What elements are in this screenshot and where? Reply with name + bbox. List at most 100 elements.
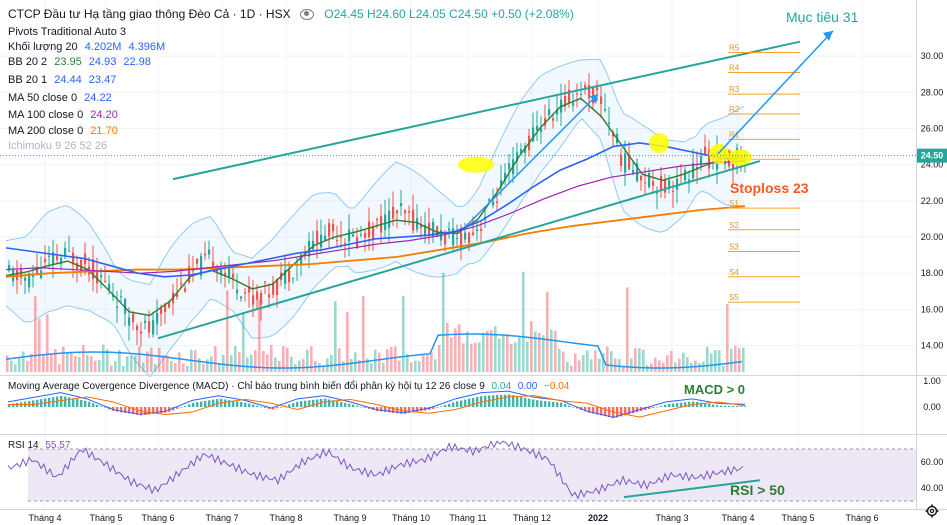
- candle-body: [480, 228, 483, 231]
- volume-label[interactable]: Khối lượng 20: [8, 41, 78, 53]
- macd-histogram-bar: [636, 407, 639, 413]
- macd-value-1: 0.04: [491, 381, 512, 392]
- candle-body: [212, 261, 215, 267]
- macd-histogram-bar: [408, 407, 411, 414]
- macd-histogram-bar: [472, 397, 475, 407]
- volume-bar: [430, 352, 433, 372]
- ma100-label[interactable]: MA 100 close 0: [8, 109, 84, 121]
- macd-histogram-bar: [316, 399, 319, 407]
- channel-lower-line: [157, 160, 761, 340]
- candle-body: [396, 210, 399, 214]
- macd-axis: 0.00 1.00: [923, 376, 941, 412]
- macd-histogram-bar: [308, 400, 311, 407]
- candle-body: [644, 182, 647, 184]
- target-arrows: [465, 30, 834, 227]
- volume-bar: [258, 299, 261, 372]
- volume-bar: [78, 356, 81, 372]
- macd-histogram-bar: [508, 394, 511, 407]
- volume-value-2: 4.396M: [128, 41, 166, 53]
- candle-body: [28, 273, 31, 288]
- macd-tick-label: 1.00: [923, 376, 941, 386]
- macd-histogram-bar: [708, 403, 711, 407]
- volume-bar: [446, 323, 449, 372]
- candle-body: [588, 85, 591, 99]
- bb1-value-1: 24.44: [54, 74, 82, 86]
- candle-body: [676, 178, 679, 190]
- candle-body: [52, 252, 55, 265]
- bb1-label[interactable]: BB 20 1: [8, 74, 48, 86]
- ma50-label[interactable]: MA 50 close 0: [8, 92, 78, 104]
- macd-histogram-bar: [540, 400, 543, 407]
- volume-bar: [554, 330, 557, 372]
- symbol-title[interactable]: CTCP Đầu tư Hạ tầng giao thông Đèo Cả · …: [8, 7, 291, 21]
- candle-body: [80, 259, 83, 272]
- candles: [8, 73, 747, 347]
- macd-value-3: −0.04: [544, 381, 570, 392]
- volume-bar: [414, 360, 417, 372]
- highlight-markers: [458, 132, 752, 173]
- volume-bar: [366, 358, 369, 372]
- candle-body: [640, 175, 643, 181]
- macd-histogram-bar: [556, 402, 559, 407]
- pivots-label[interactable]: Pivots Traditional Auto 3: [8, 26, 127, 38]
- macd-label[interactable]: Moving Average Covergence Divergence (MA…: [8, 381, 485, 392]
- volume-bar: [146, 351, 149, 372]
- settings-gear-icon[interactable]: [925, 504, 939, 518]
- candle-body: [128, 317, 131, 326]
- volume-bar: [526, 341, 529, 372]
- volume-bar: [142, 362, 145, 372]
- volume-bar: [22, 351, 25, 372]
- macd-histogram-bar: [332, 400, 335, 407]
- price-tick-label: 24.00: [921, 160, 944, 170]
- ma200-label[interactable]: MA 200 close 0: [8, 125, 84, 137]
- ma50-value: 24.22: [84, 92, 112, 104]
- volume-bar: [718, 350, 721, 372]
- volume-bar: [102, 344, 105, 372]
- bb2-label[interactable]: BB 20 2: [8, 56, 48, 68]
- volume-bar: [338, 348, 341, 372]
- macd-histogram-bar: [604, 407, 607, 417]
- volume-bar: [278, 360, 281, 372]
- legend-ma200: MA 200 close 0 21.70: [8, 125, 118, 137]
- macd-histogram-bar: [328, 399, 331, 407]
- macd-histogram-bar: [704, 403, 707, 407]
- macd-histogram-bar: [544, 401, 547, 407]
- candle-body: [428, 222, 431, 237]
- ichimoku-label[interactable]: Ichimoku 9 26 52 26: [8, 140, 108, 152]
- bb1-value-2: 23.47: [88, 74, 117, 86]
- rsi-label[interactable]: RSI 14: [8, 440, 39, 451]
- candle-body: [536, 126, 539, 131]
- candle-body: [636, 163, 639, 182]
- volume-bar: [126, 356, 129, 372]
- volume-bar: [510, 343, 513, 372]
- price-tick-label: 16.00: [921, 304, 944, 314]
- time-tick-label: Tháng 12: [513, 513, 551, 523]
- volume-bar: [274, 357, 277, 372]
- candle-body: [460, 232, 463, 250]
- volume-bar: [166, 355, 169, 372]
- volume-bar: [406, 354, 409, 372]
- volume-bar: [686, 357, 689, 372]
- macd-histogram-bar: [76, 399, 79, 407]
- volume-bar: [218, 363, 221, 372]
- candle-body: [500, 180, 503, 186]
- volume-bar: [394, 346, 397, 372]
- candle-body: [60, 257, 63, 265]
- volume-bar: [370, 363, 373, 372]
- candle-body: [620, 154, 623, 166]
- macd-histogram-bar: [568, 405, 571, 407]
- volume-bar: [706, 346, 709, 372]
- candle-body: [608, 122, 611, 124]
- candle-body: [344, 242, 347, 244]
- legend-ma50: MA 50 close 0 24.22: [8, 92, 112, 104]
- macd-histogram-bar: [80, 399, 83, 407]
- volume-bar: [350, 358, 353, 372]
- candle-body: [668, 180, 671, 189]
- visibility-eye-icon[interactable]: [299, 9, 314, 21]
- macd-histogram-bar: [180, 407, 183, 408]
- macd-histogram-bar: [56, 396, 59, 407]
- volume-bar: [334, 301, 337, 372]
- candle-body: [256, 291, 259, 300]
- macd-histogram-bar: [624, 407, 627, 416]
- candle-body: [220, 269, 223, 276]
